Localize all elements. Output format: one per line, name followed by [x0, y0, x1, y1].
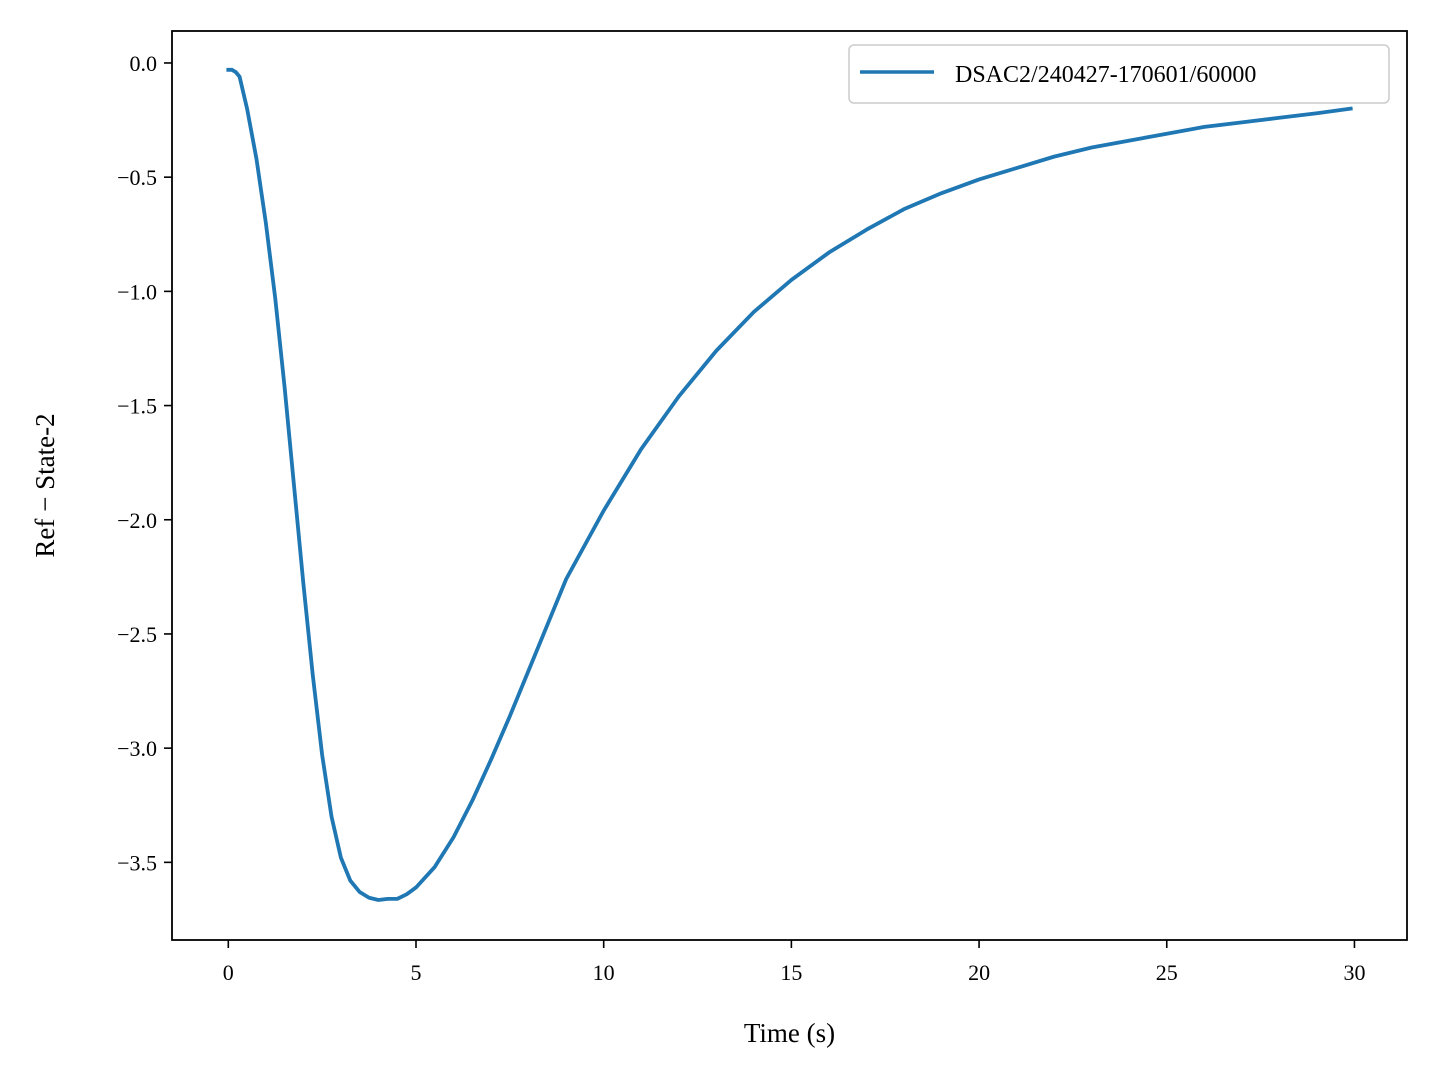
series-line-0: [226, 67, 1353, 902]
y-tick-label: −1.5: [117, 394, 157, 419]
x-axis-label: Time (s): [744, 1018, 835, 1048]
y-tick-label: −3.5: [117, 850, 157, 875]
legend-entry-label: DSAC2/240427-170601/60000: [955, 62, 1256, 88]
y-tick-label: −2.5: [117, 622, 157, 647]
y-tick-label: −1.0: [117, 279, 157, 304]
plot-content: [226, 67, 1353, 902]
x-tick-label: 30: [1343, 960, 1365, 985]
y-tick-label: −0.5: [117, 165, 157, 190]
y-axis-ticks: 0.0 −0.5 −1.0 −1.5 −2.0 −2.5 −3.0 −3.5: [117, 51, 172, 875]
legend-box: [848, 44, 1390, 104]
y-tick-label: 0.0: [130, 51, 158, 76]
axes-frame: [171, 30, 1408, 941]
x-tick-label: 20: [968, 960, 990, 985]
y-tick-label: −3.0: [117, 736, 157, 761]
y-axis-label: Ref − State-2: [30, 413, 60, 557]
x-tick-label: 5: [410, 960, 421, 985]
x-axis-ticks: 0 5 10 15 20 25 30: [223, 940, 1365, 985]
x-tick-label: 15: [780, 960, 802, 985]
x-tick-label: 25: [1156, 960, 1178, 985]
legend: DSAC2/240427-170601/60000: [848, 44, 1390, 104]
y-tick-label: −2.0: [117, 508, 157, 533]
x-tick-label: 0: [223, 960, 234, 985]
x-tick-label: 10: [593, 960, 615, 985]
